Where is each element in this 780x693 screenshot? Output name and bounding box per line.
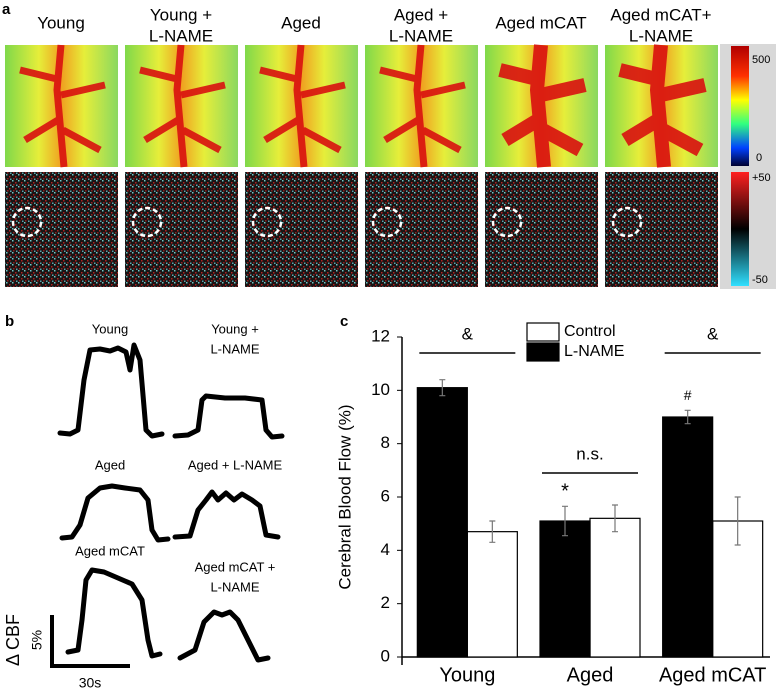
trace-label: Young + bbox=[211, 321, 259, 336]
annotation: & bbox=[462, 324, 474, 343]
panel-label: b bbox=[5, 313, 14, 330]
image-bottom bbox=[5, 172, 118, 287]
roi-circle bbox=[131, 206, 163, 238]
colorbar-label: 0 bbox=[756, 152, 762, 164]
roi-circle bbox=[371, 206, 403, 238]
vessels bbox=[618, 44, 707, 168]
panel-a: a 500 0 +50 -50 Young Young + L-NAME Aged Ag… bbox=[2, 1, 776, 289]
error-bar bbox=[684, 409, 691, 425]
vessels bbox=[379, 44, 466, 168]
error-bar bbox=[734, 496, 741, 546]
x-tick-label: Aged bbox=[567, 664, 614, 686]
bar bbox=[589, 517, 641, 658]
trace bbox=[65, 567, 163, 659]
image-label: L-NAME bbox=[629, 26, 693, 45]
panel-label: c bbox=[340, 313, 348, 330]
image-label: L-NAME bbox=[389, 26, 453, 45]
scale-label: 30s bbox=[79, 675, 102, 691]
error-bar bbox=[439, 379, 446, 397]
image-bottom bbox=[365, 172, 478, 287]
image-label: Young bbox=[37, 13, 85, 32]
image-label: Aged bbox=[281, 13, 321, 32]
error-bar bbox=[612, 504, 618, 533]
trace-label: Aged + L-NAME bbox=[188, 457, 283, 472]
trace-label: L-NAME bbox=[210, 579, 259, 594]
x-tick-label: Aged mCAT bbox=[659, 664, 766, 686]
annotation: * bbox=[561, 481, 569, 503]
error-bar bbox=[489, 520, 496, 543]
bar bbox=[416, 387, 468, 658]
roi-circle bbox=[251, 206, 283, 238]
roi-circle bbox=[611, 206, 643, 238]
bar bbox=[466, 531, 518, 658]
colorbar-label: -50 bbox=[752, 274, 768, 286]
bar bbox=[662, 416, 714, 658]
panel-c: c Cerebral Blood Flow (%) 0 2 4 6 8 10 12 Young… bbox=[335, 313, 770, 686]
trace-label: Aged mCAT bbox=[75, 543, 145, 558]
legend-swatch bbox=[526, 322, 560, 342]
image-label: Aged + bbox=[394, 5, 448, 24]
image-label: Aged mCAT+ bbox=[610, 5, 711, 24]
panel-b: b Δ CBF 5% 30s Young Young + L-NAME Aged Age… bbox=[3, 313, 285, 691]
trace bbox=[172, 489, 281, 540]
image-label: L-NAME bbox=[149, 26, 213, 45]
image-bottom bbox=[125, 172, 238, 287]
y-tick-label: 4 bbox=[381, 540, 390, 559]
y-tick-label: 8 bbox=[381, 433, 390, 452]
colorbar-label: 500 bbox=[752, 54, 770, 66]
x-tick-label: Young bbox=[439, 664, 495, 686]
vessels bbox=[19, 44, 106, 168]
vessels bbox=[139, 44, 226, 168]
image-label: Aged mCAT bbox=[495, 13, 586, 32]
y-tick-label: 12 bbox=[371, 326, 390, 345]
roi-circle bbox=[11, 206, 43, 238]
vessels bbox=[259, 44, 346, 168]
trace bbox=[57, 342, 165, 439]
y-tick-label: 0 bbox=[381, 646, 390, 665]
scale-label: Δ CBF bbox=[3, 614, 23, 666]
scale-bar bbox=[50, 615, 130, 668]
colorbar bbox=[731, 172, 749, 286]
y-tick-label: 10 bbox=[371, 380, 390, 399]
trace-label: Aged mCAT + bbox=[195, 559, 276, 574]
vessels bbox=[498, 44, 587, 168]
image-bottom bbox=[485, 172, 598, 287]
legend-swatch bbox=[526, 342, 560, 362]
image-bottom bbox=[245, 172, 358, 287]
legend-label: Control bbox=[564, 323, 616, 340]
trace bbox=[172, 393, 285, 440]
roi-circle bbox=[491, 206, 523, 238]
trace bbox=[59, 483, 171, 543]
panel-label: a bbox=[2, 1, 11, 18]
colorbar-label: +50 bbox=[752, 172, 771, 184]
colorbar bbox=[731, 46, 749, 166]
annotation: # bbox=[684, 387, 692, 403]
trace bbox=[177, 609, 271, 663]
error-bar bbox=[562, 505, 568, 537]
y-tick-label: 2 bbox=[381, 593, 390, 612]
image-bottom bbox=[605, 172, 718, 287]
legend-label: L-NAME bbox=[564, 343, 624, 360]
bar bbox=[539, 520, 591, 658]
annotation: n.s. bbox=[576, 444, 603, 463]
y-axis-label: Cerebral Blood Flow (%) bbox=[335, 404, 354, 589]
trace-label: L-NAME bbox=[210, 341, 259, 356]
trace-label: Aged bbox=[95, 457, 125, 472]
scale-label: 5% bbox=[29, 630, 45, 650]
annotation: & bbox=[707, 324, 719, 343]
image-label: Young + bbox=[150, 5, 212, 24]
y-tick-label: 6 bbox=[381, 486, 390, 505]
trace-label: Young bbox=[92, 321, 128, 336]
